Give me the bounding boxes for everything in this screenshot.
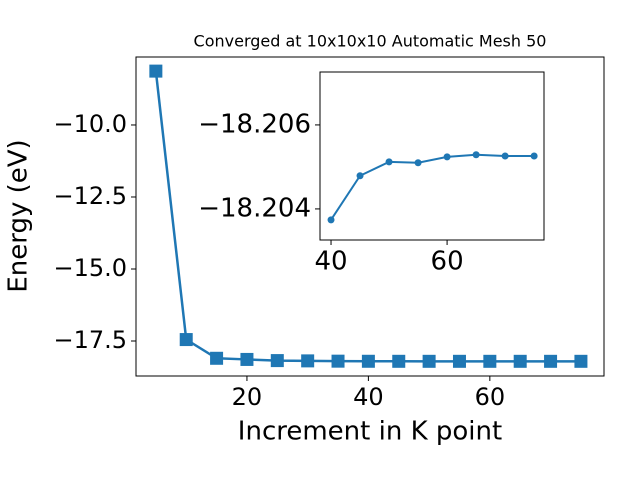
data-point [452, 354, 466, 368]
data-point [574, 354, 588, 368]
data-point [270, 354, 284, 368]
data-point [179, 333, 193, 347]
x-tick-label: 20 [232, 383, 263, 411]
data-point [530, 152, 538, 160]
y-axis-label: Energy (eV) [4, 139, 34, 292]
data-point [301, 354, 315, 368]
data-line [330, 153, 535, 221]
data-point [392, 354, 406, 368]
data-point [501, 152, 509, 160]
data-point [414, 159, 422, 167]
data-point [361, 354, 375, 368]
y-tick-label: −18.206 [198, 109, 311, 139]
x-tick-label: 40 [353, 383, 384, 411]
data-point [513, 354, 527, 368]
x-tick-label: 60 [475, 383, 506, 411]
data-point [327, 216, 335, 224]
y-tick-label: −18.204 [198, 193, 311, 223]
y-tick-label: −17.5 [53, 326, 127, 354]
y-tick-label: −10.0 [53, 110, 127, 138]
chart-title: Converged at 10x10x10 Automatic Mesh 50 [194, 32, 547, 51]
data-point [443, 153, 451, 161]
x-tick-label: 40 [314, 247, 347, 277]
data-point [544, 354, 558, 368]
x-axis-label: Increment in K point [238, 417, 502, 447]
data-point [385, 158, 393, 166]
data-point [483, 354, 497, 368]
data-point [472, 151, 480, 159]
y-tick-label: −15.0 [53, 254, 127, 282]
data-point [210, 351, 224, 365]
data-point [240, 352, 254, 366]
data-point [149, 64, 163, 78]
data-point [422, 354, 436, 368]
data-point [331, 354, 345, 368]
y-tick-label: −12.5 [53, 182, 127, 210]
data-point [356, 172, 364, 180]
x-tick-label: 60 [431, 247, 464, 277]
